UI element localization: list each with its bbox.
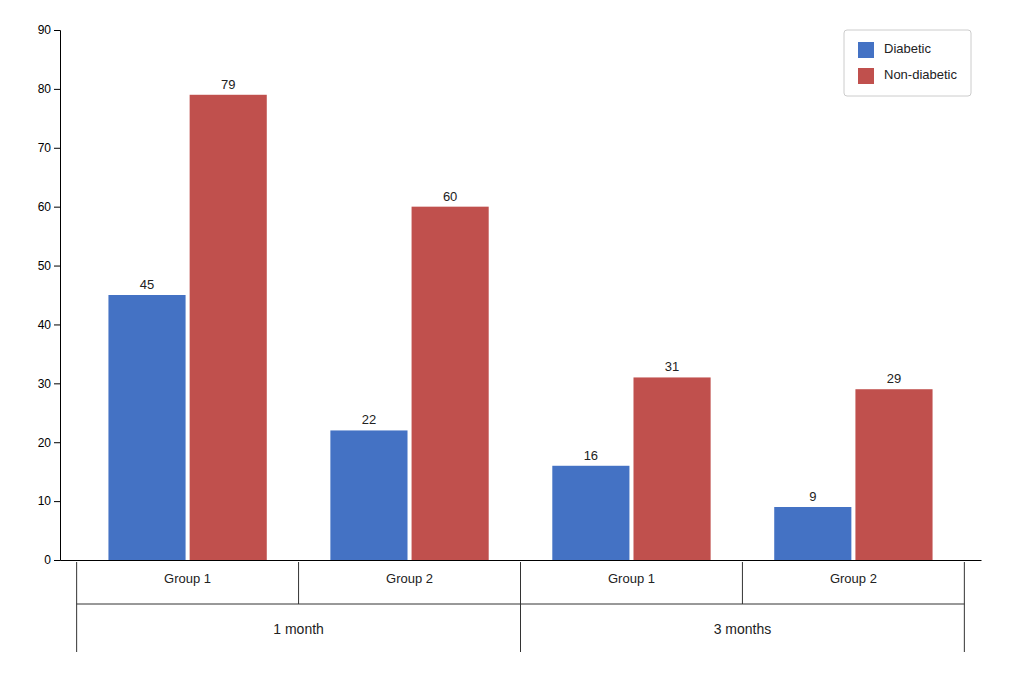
row-separator — [77, 604, 965, 605]
x-tick-label: Group 2 — [386, 571, 433, 586]
y-tick: 30 — [38, 377, 60, 391]
data-label: 45 — [140, 277, 154, 292]
y-tick-mark — [54, 560, 60, 561]
plot-area: 0 10 20 30 40 50 60 70 80 90 45 22 16 9 79 60 31 29 Group … — [38, 23, 982, 652]
bar — [330, 430, 407, 560]
y-tick-label: 10 — [38, 494, 52, 508]
legend-item: Non-diabetic — [858, 67, 957, 84]
y-tick: 0 — [44, 553, 60, 567]
y-axis-line — [54, 31, 61, 561]
y-tick-mark — [54, 266, 60, 267]
legend-box — [844, 30, 971, 96]
bar — [855, 389, 932, 560]
bars — [108, 95, 932, 560]
legend: Diabetic Non-diabetic — [844, 30, 971, 96]
y-tick-mark — [54, 442, 60, 443]
data-label: 16 — [584, 448, 598, 463]
bar — [633, 377, 710, 560]
divider-line — [520, 562, 521, 652]
data-label: 22 — [362, 412, 376, 427]
legend-item: Diabetic — [858, 41, 931, 58]
divider-line — [742, 562, 743, 604]
bar — [552, 466, 629, 560]
legend-items: Diabetic Non-diabetic — [858, 41, 957, 84]
data-label: 60 — [443, 189, 457, 204]
x-axis-line — [61, 560, 982, 561]
y-tick-mark — [54, 207, 60, 208]
group-label: 1 month — [273, 621, 324, 637]
bar — [190, 95, 267, 560]
y-tick-label: 80 — [38, 82, 52, 96]
divider-line — [76, 562, 77, 652]
y-tick-mark — [54, 148, 60, 149]
bar — [108, 295, 185, 560]
y-tick-label: 0 — [44, 553, 51, 567]
divider-line — [298, 562, 299, 604]
data-labels: 45 22 16 9 79 60 31 29 — [140, 77, 901, 504]
y-tick-label: 40 — [38, 318, 52, 332]
y-tick: 20 — [38, 436, 60, 450]
group-label: 3 months — [714, 621, 772, 637]
y-tick: 90 — [38, 23, 60, 37]
chart-svg: 0 10 20 30 40 50 60 70 80 90 45 22 16 9 79 60 31 29 Group … — [0, 0, 1011, 675]
x-tick: Group 2 — [386, 571, 433, 586]
y-tick-label: 70 — [38, 141, 52, 155]
y-tick-mark — [54, 383, 60, 384]
legend-swatch — [858, 68, 874, 84]
y-tick-label: 90 — [38, 23, 52, 37]
legend-swatch — [858, 42, 874, 58]
legend-label: Non-diabetic — [884, 67, 957, 82]
y-tick-mark — [54, 501, 60, 502]
y-tick-label: 30 — [38, 377, 52, 391]
x-tick-label: Group 1 — [608, 571, 655, 586]
data-label: 79 — [221, 77, 235, 92]
data-label: 29 — [887, 371, 901, 386]
divider-line — [964, 562, 965, 652]
bar — [412, 207, 489, 560]
y-tick-mark — [54, 324, 60, 325]
x-tick: Group 1 — [608, 571, 655, 586]
y-tick-mark — [54, 89, 60, 90]
y-tick: 60 — [38, 200, 60, 214]
y-tick: 10 — [38, 494, 60, 508]
y-tick-mark — [54, 30, 60, 31]
y-tick-label: 50 — [38, 259, 52, 273]
x-tick-label: Group 2 — [830, 571, 877, 586]
y-tick: 80 — [38, 82, 60, 96]
y-tick-label: 20 — [38, 436, 52, 450]
x-tick-label: Group 1 — [164, 571, 211, 586]
data-label: 31 — [665, 359, 679, 374]
y-tick-label: 60 — [38, 200, 52, 214]
bar — [774, 507, 851, 560]
y-axis: 0 10 20 30 40 50 60 70 80 90 — [38, 23, 61, 567]
y-tick: 40 — [38, 318, 60, 332]
legend-label: Diabetic — [884, 41, 931, 56]
x-axis-structure: 1 month 3 months — [77, 562, 965, 652]
x-tick: Group 1 — [164, 571, 211, 586]
x-tick: Group 2 — [830, 571, 877, 586]
data-label: 9 — [809, 489, 816, 504]
y-tick: 70 — [38, 141, 60, 155]
y-tick: 50 — [38, 259, 60, 273]
